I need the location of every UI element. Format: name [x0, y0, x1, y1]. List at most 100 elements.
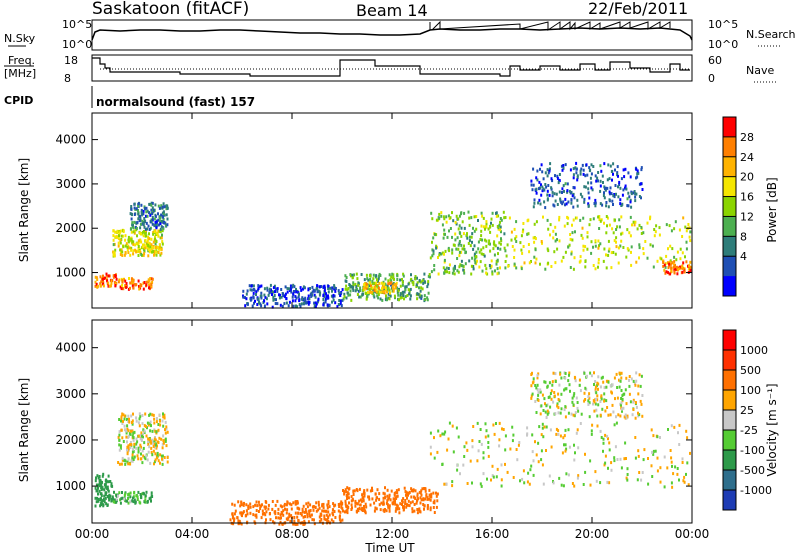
- power-cell: [308, 297, 311, 301]
- power-cell: [532, 236, 535, 240]
- power-cell: [399, 296, 402, 300]
- power-cell: [383, 287, 386, 291]
- velocity-cell: [347, 492, 350, 496]
- power-cell: [404, 285, 407, 289]
- velocity-cell: [407, 493, 409, 497]
- velocity-cell: [550, 445, 553, 449]
- velocity-cell: [647, 482, 650, 486]
- velocity-cell: [428, 497, 431, 501]
- power-cell: [353, 273, 355, 277]
- velocity-cell: [123, 428, 126, 432]
- velocity-cell: [361, 493, 364, 497]
- power-cell: [141, 230, 144, 234]
- power-cell: [118, 234, 120, 238]
- velocity-cell: [631, 413, 634, 417]
- power-cell: [316, 290, 319, 294]
- velocity-cell: [339, 510, 342, 514]
- velocity-cell: [637, 392, 640, 396]
- velocity-cell: [613, 376, 616, 380]
- power-cell: [151, 280, 154, 284]
- velocity-cell: [605, 385, 608, 389]
- velocity-cell: [139, 447, 142, 451]
- velocity-cell: [390, 489, 393, 493]
- velocity-cell: [288, 514, 291, 518]
- velocity-cell: [394, 497, 397, 500]
- power-ytick-label: 2000: [55, 221, 86, 235]
- power-cell: [522, 228, 525, 232]
- power-cell: [638, 195, 641, 198]
- velocity-cell: [252, 505, 255, 509]
- velocity-cell: [355, 509, 358, 513]
- power-cell: [589, 168, 592, 172]
- power-cell: [311, 290, 314, 294]
- velocity-cell: [621, 409, 623, 413]
- power-cell: [483, 254, 486, 258]
- power-cell: [554, 174, 556, 178]
- power-cell: [689, 230, 692, 234]
- velocity-cell: [604, 433, 607, 437]
- power-cell: [481, 269, 484, 273]
- velocity-cell: [641, 394, 644, 397]
- power-cell: [488, 239, 491, 243]
- velocity-cell: [109, 480, 112, 483]
- velocity-cell: [347, 496, 350, 500]
- velocity-cell: [549, 428, 552, 432]
- power-cell: [630, 250, 632, 254]
- power-cell: [465, 233, 468, 237]
- nave-tick-bottom: 0: [708, 72, 715, 85]
- velocity-cell: [140, 437, 143, 441]
- power-cell: [112, 274, 115, 278]
- power-cell: [260, 291, 263, 295]
- velocity-cell: [286, 500, 289, 504]
- power-cell: [145, 221, 148, 225]
- power-cell: [94, 284, 97, 288]
- velocity-cell: [386, 488, 389, 492]
- velocity-cell: [416, 511, 419, 515]
- power-cell: [442, 236, 445, 240]
- power-cell: [590, 172, 593, 176]
- power-cell: [584, 185, 587, 189]
- power-cell: [496, 267, 499, 271]
- power-cell: [499, 266, 501, 270]
- power-cell: [155, 231, 158, 235]
- power-cell: [472, 267, 475, 271]
- velocity-cell: [618, 378, 620, 382]
- velocity-cell: [601, 407, 604, 411]
- power-cell: [460, 226, 463, 230]
- velocity-cell: [411, 489, 414, 493]
- power-cell: [388, 297, 391, 301]
- power-cell: [313, 289, 316, 293]
- power-cell: [377, 277, 380, 281]
- power-cell: [493, 243, 496, 247]
- velocity-cell: [301, 507, 304, 511]
- velocity-cell: [571, 482, 574, 485]
- power-cell: [603, 247, 606, 251]
- power-cell: [290, 290, 293, 294]
- power-cell: [134, 243, 137, 247]
- velocity-cell: [157, 441, 160, 444]
- power-colorbar-swatch: [723, 136, 736, 158]
- velocity-cell: [117, 494, 119, 498]
- velocity-cell: [137, 421, 140, 425]
- velocity-cell: [617, 413, 620, 417]
- velocity-cell: [443, 432, 446, 436]
- power-cell: [520, 248, 523, 252]
- power-cell: [157, 234, 160, 238]
- power-cell: [382, 280, 385, 284]
- velocity-cell: [502, 428, 505, 431]
- power-cell: [458, 224, 461, 228]
- velocity-cell: [534, 384, 537, 387]
- power-cell: [131, 221, 134, 225]
- power-cell: [153, 223, 156, 227]
- power-cell: [149, 226, 152, 230]
- power-cell: [616, 173, 619, 177]
- power-cell: [300, 288, 303, 292]
- velocity-cell: [162, 424, 165, 428]
- power-cell: [142, 212, 145, 216]
- power-cell: [568, 243, 571, 247]
- velocity-cell: [540, 449, 543, 453]
- velocity-cell: [540, 458, 543, 462]
- power-cell: [276, 289, 279, 293]
- power-cell: [284, 292, 287, 296]
